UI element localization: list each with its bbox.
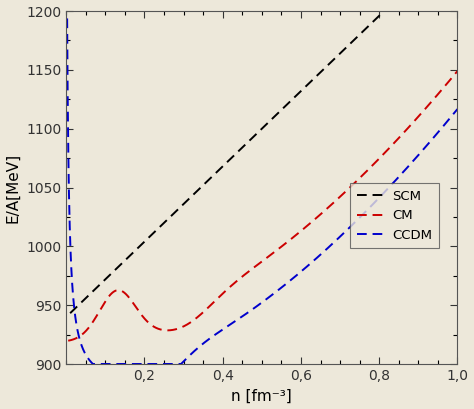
CM: [133, 304, 138, 309]
CCDM: [455, 107, 460, 112]
SCM: [331, 57, 337, 62]
Y-axis label: E/A[MeV]: E/A[MeV]: [6, 153, 20, 222]
SCM: [258, 127, 264, 132]
CM: [65, 338, 71, 343]
SCM: [370, 20, 375, 25]
SCM: [125, 256, 130, 261]
CCDM: [406, 163, 412, 168]
CCDM: [64, 16, 70, 21]
CCDM: [338, 234, 344, 238]
CCDM: [413, 155, 419, 160]
SCM: [67, 311, 73, 316]
CM: [215, 296, 220, 301]
SCM: [381, 9, 387, 13]
CCDM: [358, 213, 364, 218]
CM: [231, 281, 237, 285]
CCDM: [295, 272, 301, 276]
SCM: [248, 137, 254, 142]
CCDM: [178, 362, 184, 366]
CM: [455, 69, 460, 74]
CM: [405, 126, 410, 130]
Line: SCM: SCM: [70, 11, 384, 313]
CCDM: [204, 338, 210, 343]
CM: [447, 78, 453, 83]
CM: [109, 290, 115, 295]
X-axis label: n [fm⁻³]: n [fm⁻³]: [231, 389, 292, 403]
Legend: SCM, CM, CCDM: SCM, CM, CCDM: [350, 183, 439, 249]
SCM: [92, 287, 98, 292]
Line: CM: CM: [68, 71, 457, 341]
Line: CCDM: CCDM: [67, 18, 457, 364]
